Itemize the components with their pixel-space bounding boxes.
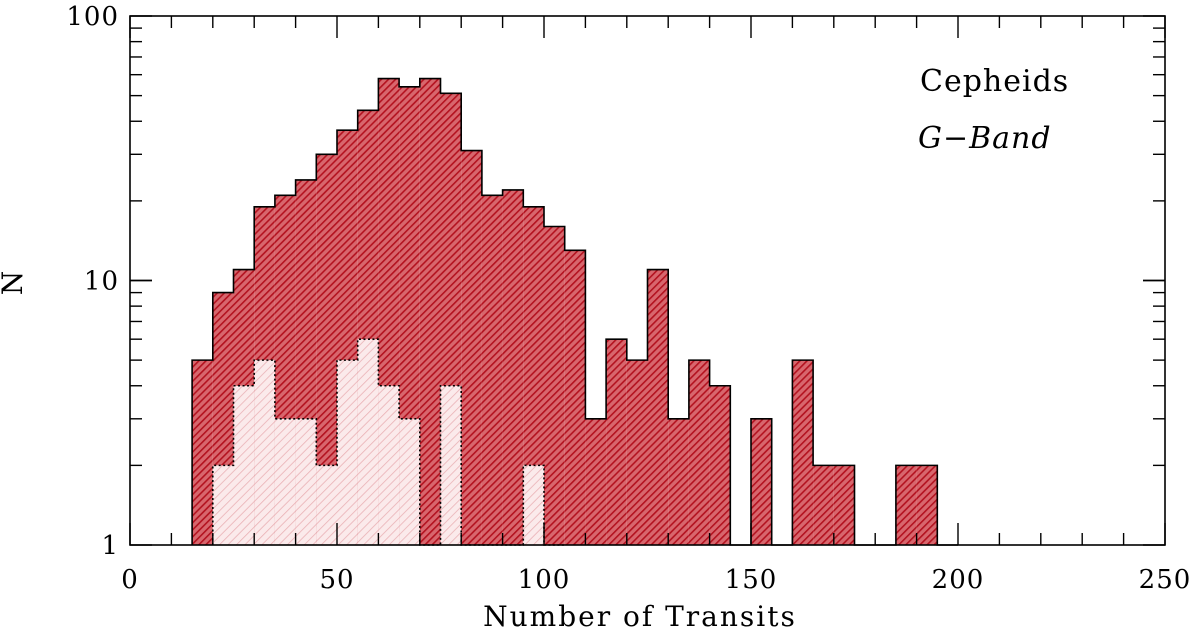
histogram-bar	[461, 150, 482, 545]
histogram-bar	[399, 418, 420, 545]
histogram-bar	[254, 360, 275, 545]
x-axis-label: Number of Transits	[483, 600, 797, 632]
histogram-bar	[709, 385, 731, 545]
histogram-outline	[191, 77, 958, 546]
histogram-outline	[212, 338, 565, 546]
y-tick-label: 10	[84, 267, 119, 297]
histogram-bar	[792, 360, 814, 545]
histogram-bar	[585, 418, 607, 545]
y-axis-label: N	[0, 269, 29, 296]
histogram-bar	[192, 360, 213, 545]
histogram-bar	[916, 465, 938, 545]
annotation-g-band: G−Band	[918, 121, 1052, 156]
x-tick-label: 0	[121, 565, 139, 595]
annotation-cepheids: Cepheids	[920, 64, 1069, 99]
histogram-bar	[481, 195, 503, 545]
histogram-bar	[419, 78, 441, 545]
histogram-bar	[316, 154, 337, 545]
histogram-bar	[316, 465, 337, 545]
histogram-bar	[523, 465, 544, 545]
x-tick-label: 150	[725, 565, 778, 595]
histogram-bar	[895, 465, 917, 545]
histogram-bar	[523, 206, 544, 546]
y-tick-label: 1	[101, 531, 119, 561]
histogram-bar	[668, 418, 689, 545]
histogram-bar	[833, 465, 855, 545]
x-tick-label: 50	[319, 565, 354, 595]
y-tick-label: 100	[66, 2, 119, 32]
histogram-bar	[647, 269, 669, 545]
histogram-bar	[544, 226, 565, 546]
histogram-bar	[751, 418, 772, 545]
histogram-bar	[212, 465, 234, 545]
x-tick-label: 200	[932, 565, 985, 595]
histogram-bar	[233, 385, 255, 545]
x-tick-label: 250	[1139, 565, 1192, 595]
histogram-bar	[606, 339, 627, 545]
histogram-bar	[295, 418, 317, 545]
series-1-group	[212, 338, 565, 546]
histogram-bar	[274, 418, 296, 545]
histogram-bar	[688, 360, 710, 545]
x-tick-label: 100	[518, 565, 571, 595]
histogram-bar	[357, 339, 379, 545]
histogram-bar	[626, 360, 648, 545]
histogram-bar	[564, 250, 586, 545]
histogram-bar	[337, 360, 358, 545]
histogram-bar	[502, 189, 524, 545]
histogram-bar	[440, 385, 462, 545]
histogram-bar	[813, 465, 834, 545]
histogram-bar	[378, 385, 400, 545]
